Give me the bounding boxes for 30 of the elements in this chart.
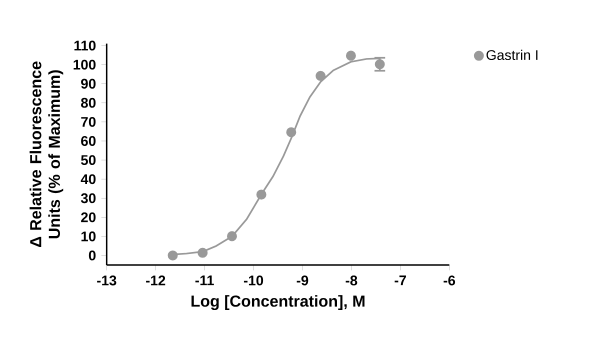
x-tick-label: -11 <box>195 276 214 286</box>
legend-label: Gastrin I <box>486 50 538 60</box>
y-tick-label: 110 <box>74 40 96 51</box>
x-tick-label: -13 <box>97 276 116 286</box>
point <box>198 248 208 258</box>
point <box>316 70 326 81</box>
point <box>346 50 356 61</box>
y-tick-label: 100 <box>74 60 96 70</box>
point <box>226 231 237 242</box>
y-tick-label: 90 <box>81 78 96 89</box>
point <box>256 190 266 200</box>
point <box>286 127 296 138</box>
x-tick-label: -7 <box>394 276 406 286</box>
y-tick-label: 20 <box>81 212 96 222</box>
y-tick-label: 30 <box>80 193 96 204</box>
y-tick-label: 40 <box>80 174 96 184</box>
x-tick-label: -9 <box>296 276 308 286</box>
x-axis-title: Log [Concentration], M <box>192 295 364 310</box>
y-tick-label: 80 <box>81 98 96 108</box>
y-axis-title: Δ Relative Fluorescence Units (% of Maximum) <box>30 62 64 248</box>
y-tick-label: 50 <box>81 155 96 166</box>
point <box>168 250 178 260</box>
x-tick-label: -8 <box>346 276 358 286</box>
y-tick-label: 60 <box>81 136 96 146</box>
x-tick-label: -12 <box>146 276 166 286</box>
y-tick-label: 70 <box>81 116 96 127</box>
y-tick-label: 10 <box>81 231 96 242</box>
x-tick-label: -10 <box>244 276 264 286</box>
x-tick-label: -6 <box>444 276 456 286</box>
y-tick-label: 0 <box>88 250 96 260</box>
